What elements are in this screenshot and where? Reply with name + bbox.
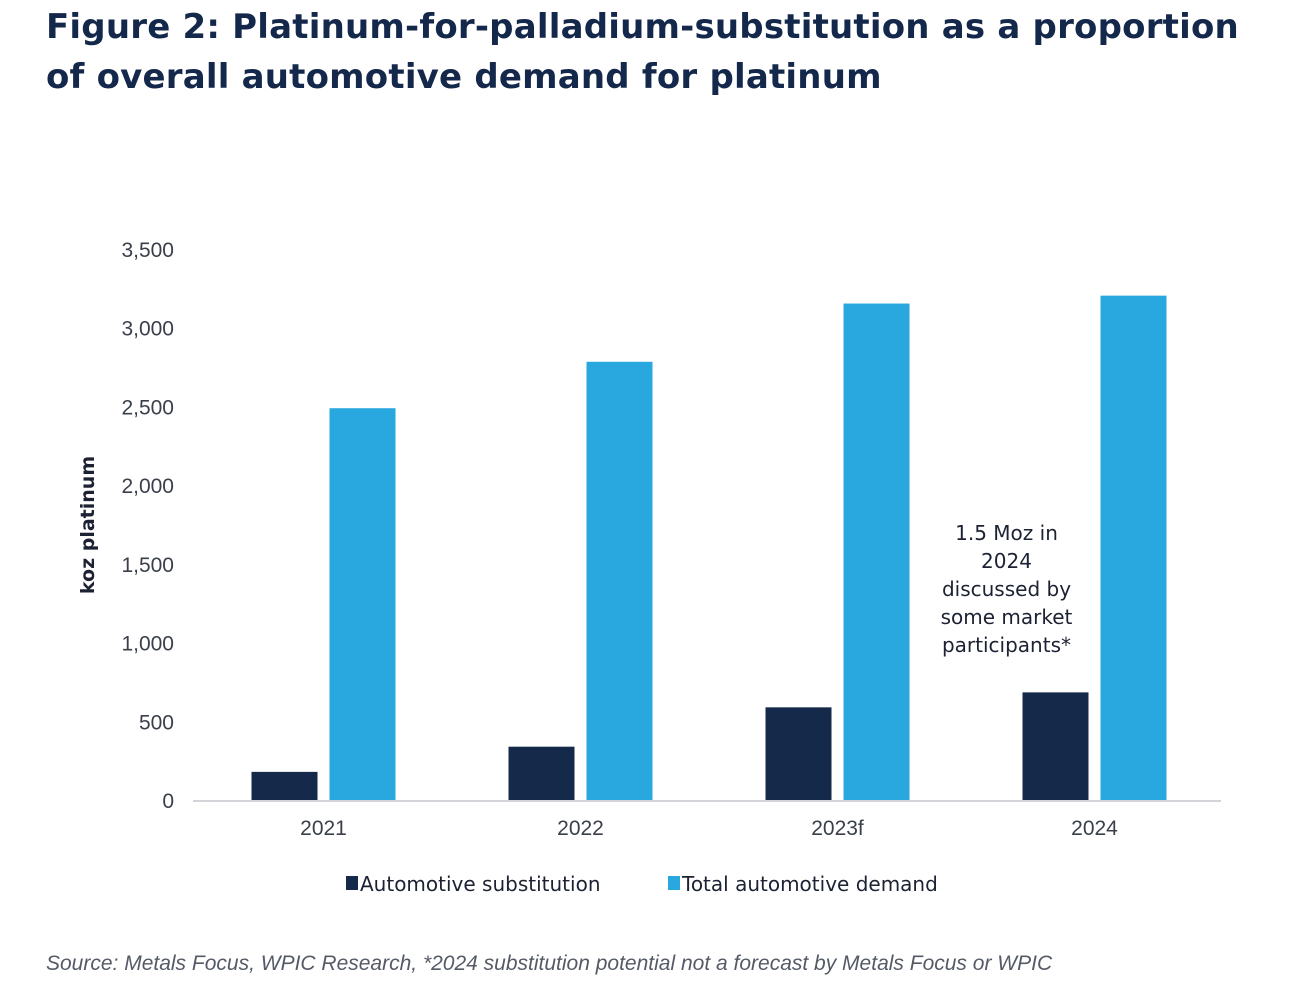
bar-total-automotive-demand-2024 (1100, 295, 1167, 801)
bar-automotive-substitution-2023f (765, 707, 832, 801)
y-tick-label: 3,000 (121, 318, 174, 341)
bar-total-automotive-demand-2022 (586, 361, 653, 801)
x-tick-label: 2021 (300, 817, 347, 840)
y-tick-label: 1,000 (121, 633, 174, 656)
annotation-line: participants* (942, 633, 1071, 657)
legend: Automotive substitution Total automotive … (346, 872, 938, 896)
annotation-line: 2024 (981, 549, 1032, 573)
legend-label-total-automotive-demand: Total automotive demand (681, 872, 938, 896)
x-tick-label: 2024 (1071, 817, 1118, 840)
x-tick-label: 2022 (557, 817, 604, 840)
y-tick-label: 1,500 (121, 554, 174, 577)
annotation-line: 1.5 Moz in (955, 521, 1058, 545)
legend-swatch-automotive-substitution (346, 876, 358, 890)
y-tick-label: 0 (162, 790, 174, 813)
legend-swatch-total-automotive-demand (668, 876, 680, 890)
annotation: 1.5 Moz in 2024 discussed by some market par… (941, 521, 1073, 657)
x-axis-ticks: 2021 2022 2023f 2024 (300, 817, 1118, 840)
bars-group (251, 295, 1167, 801)
y-tick-label: 2,500 (121, 396, 174, 419)
bar-automotive-substitution-2021 (251, 771, 318, 801)
legend-label-automotive-substitution: Automotive substitution (360, 872, 601, 896)
y-tick-label: 500 (139, 711, 174, 734)
y-tick-label: 3,500 (121, 239, 174, 262)
bar-total-automotive-demand-2023f (843, 303, 910, 801)
y-axis-label: koz platinum (77, 456, 99, 594)
chart-title: Figure 2: Platinum-for-palladium-substit… (46, 7, 1239, 97)
annotation-line: some market (941, 605, 1073, 629)
bar-total-automotive-demand-2021 (329, 408, 396, 801)
annotation-line: discussed by (942, 577, 1071, 601)
x-tick-label: 2023f (811, 817, 864, 840)
y-axis-ticks: 0 500 1,000 1,500 2,000 2,500 3,000 3,500 (121, 239, 174, 813)
bar-automotive-substitution-2022 (508, 746, 575, 801)
y-tick-label: 2,000 (121, 475, 174, 498)
source-note: Source: Metals Focus, WPIC Research, *20… (46, 952, 1053, 975)
bar-automotive-substitution-2024 (1022, 692, 1089, 801)
